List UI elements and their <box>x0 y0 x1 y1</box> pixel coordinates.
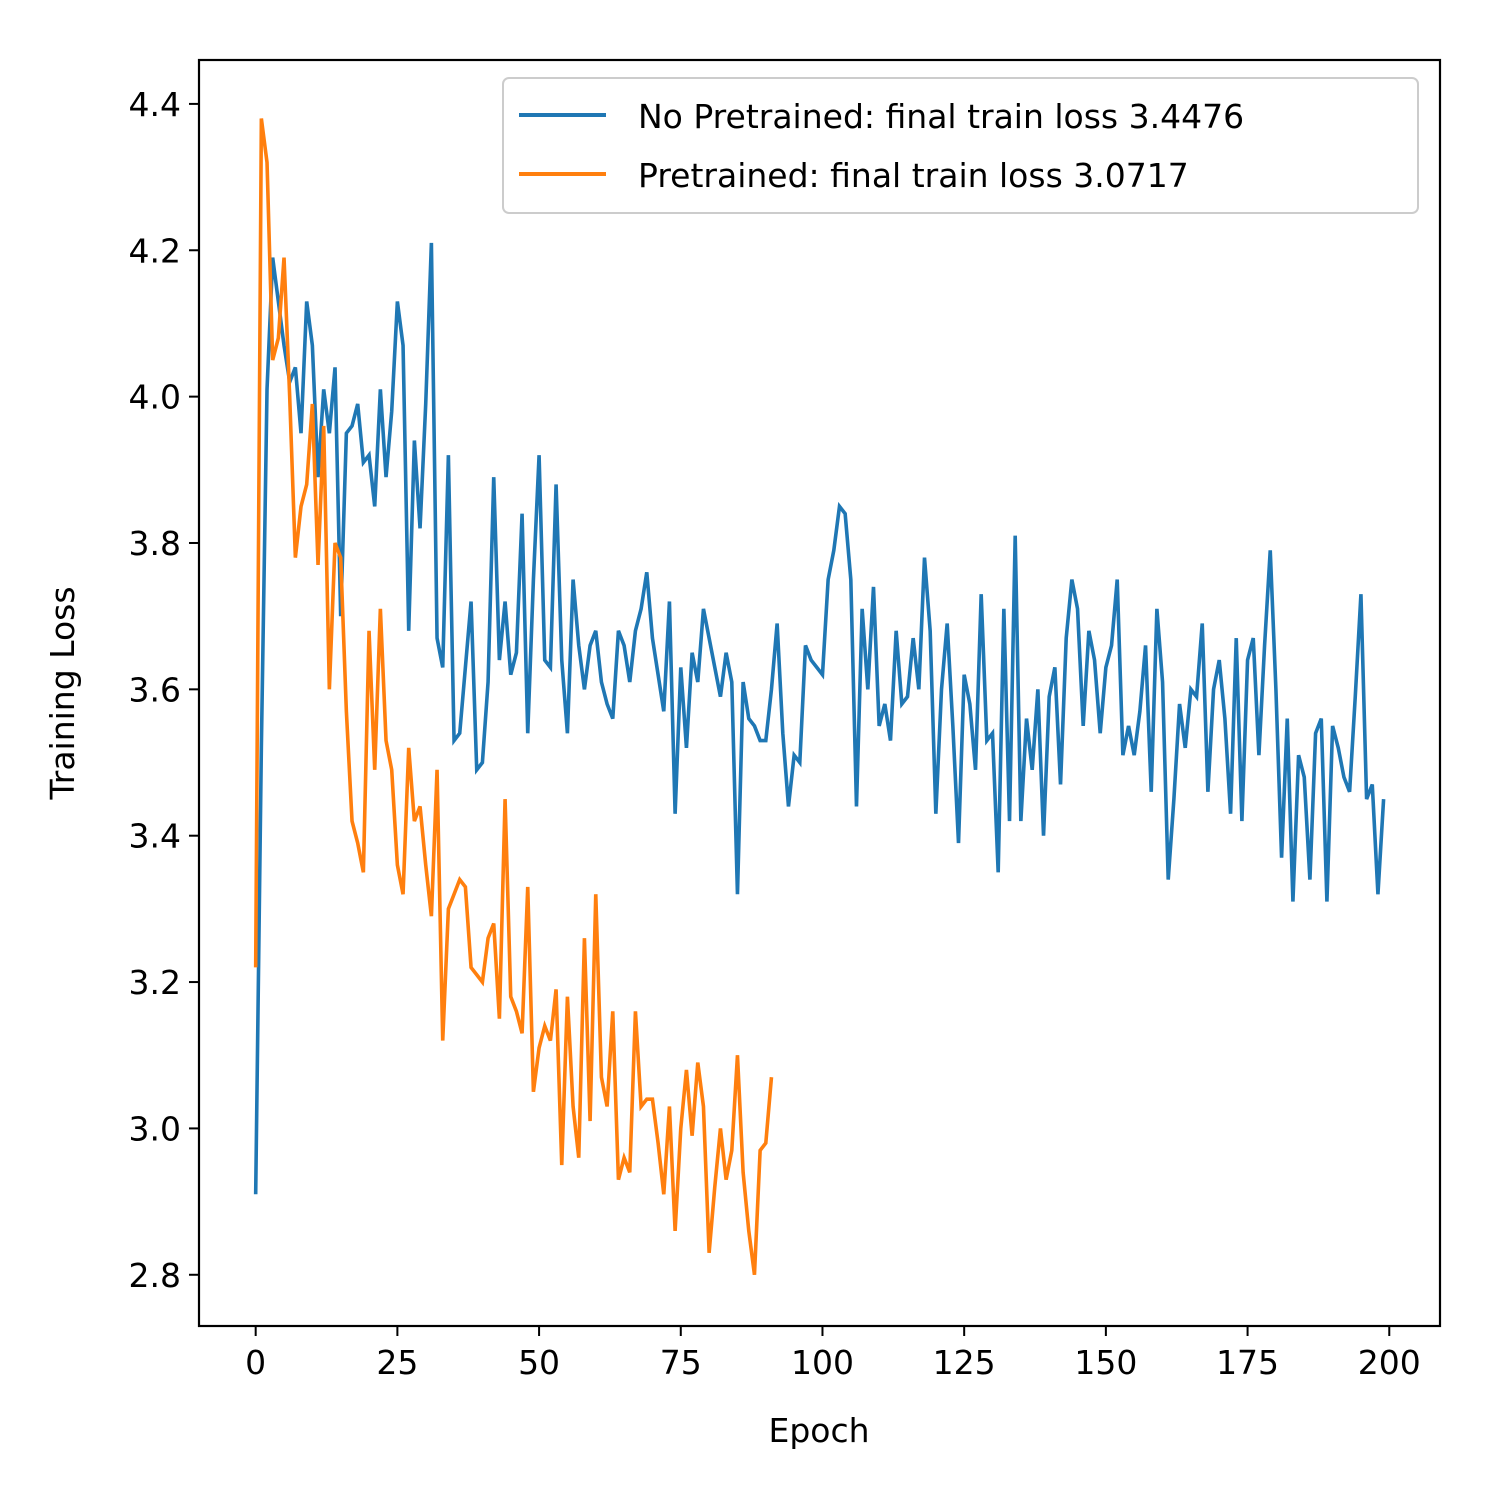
legend-label-pretrained: Pretrained: final train loss 3.0717 <box>638 156 1189 195</box>
y-tick-label: 3.2 <box>129 963 181 1002</box>
y-tick-label: 3.0 <box>129 1109 181 1148</box>
x-tick-label: 175 <box>1216 1343 1279 1382</box>
x-axis: 0 25 50 75 100 125 150 175 200 <box>245 1326 1421 1382</box>
y-axis: 2.8 3.0 3.2 3.4 3.6 3.8 4.0 4.2 4.4 <box>129 85 199 1295</box>
y-tick-label: 4.2 <box>129 231 181 270</box>
x-tick-label: 75 <box>660 1343 702 1382</box>
series-line-no-pretrained <box>253 242 1386 1195</box>
y-tick-label: 4.4 <box>129 85 181 124</box>
x-tick-label: 150 <box>1074 1343 1137 1382</box>
legend-box <box>502 77 1419 214</box>
y-tick-label: 2.8 <box>129 1256 181 1295</box>
series-line-pretrained <box>253 118 774 1276</box>
x-tick-label: 50 <box>518 1343 560 1382</box>
y-tick-label: 3.4 <box>129 817 181 856</box>
x-tick-label: 0 <box>245 1343 266 1382</box>
y-tick-label: 3.6 <box>129 670 181 709</box>
series-layer <box>253 118 1386 1276</box>
x-axis-label: Epoch <box>768 1411 869 1450</box>
x-tick-label: 100 <box>791 1343 854 1382</box>
legend: No Pretrained: final train loss 3.4476 P… <box>502 77 1419 214</box>
x-tick-label: 125 <box>933 1343 996 1382</box>
y-tick-label: 3.8 <box>129 524 181 563</box>
x-tick-label: 25 <box>376 1343 418 1382</box>
y-tick-label: 4.0 <box>129 378 181 417</box>
legend-label-no-pretrained: No Pretrained: final train loss 3.4476 <box>638 97 1244 136</box>
y-axis-label: Training Loss <box>43 586 82 800</box>
x-tick-label: 200 <box>1358 1343 1421 1382</box>
plot-frame <box>197 58 1442 1328</box>
